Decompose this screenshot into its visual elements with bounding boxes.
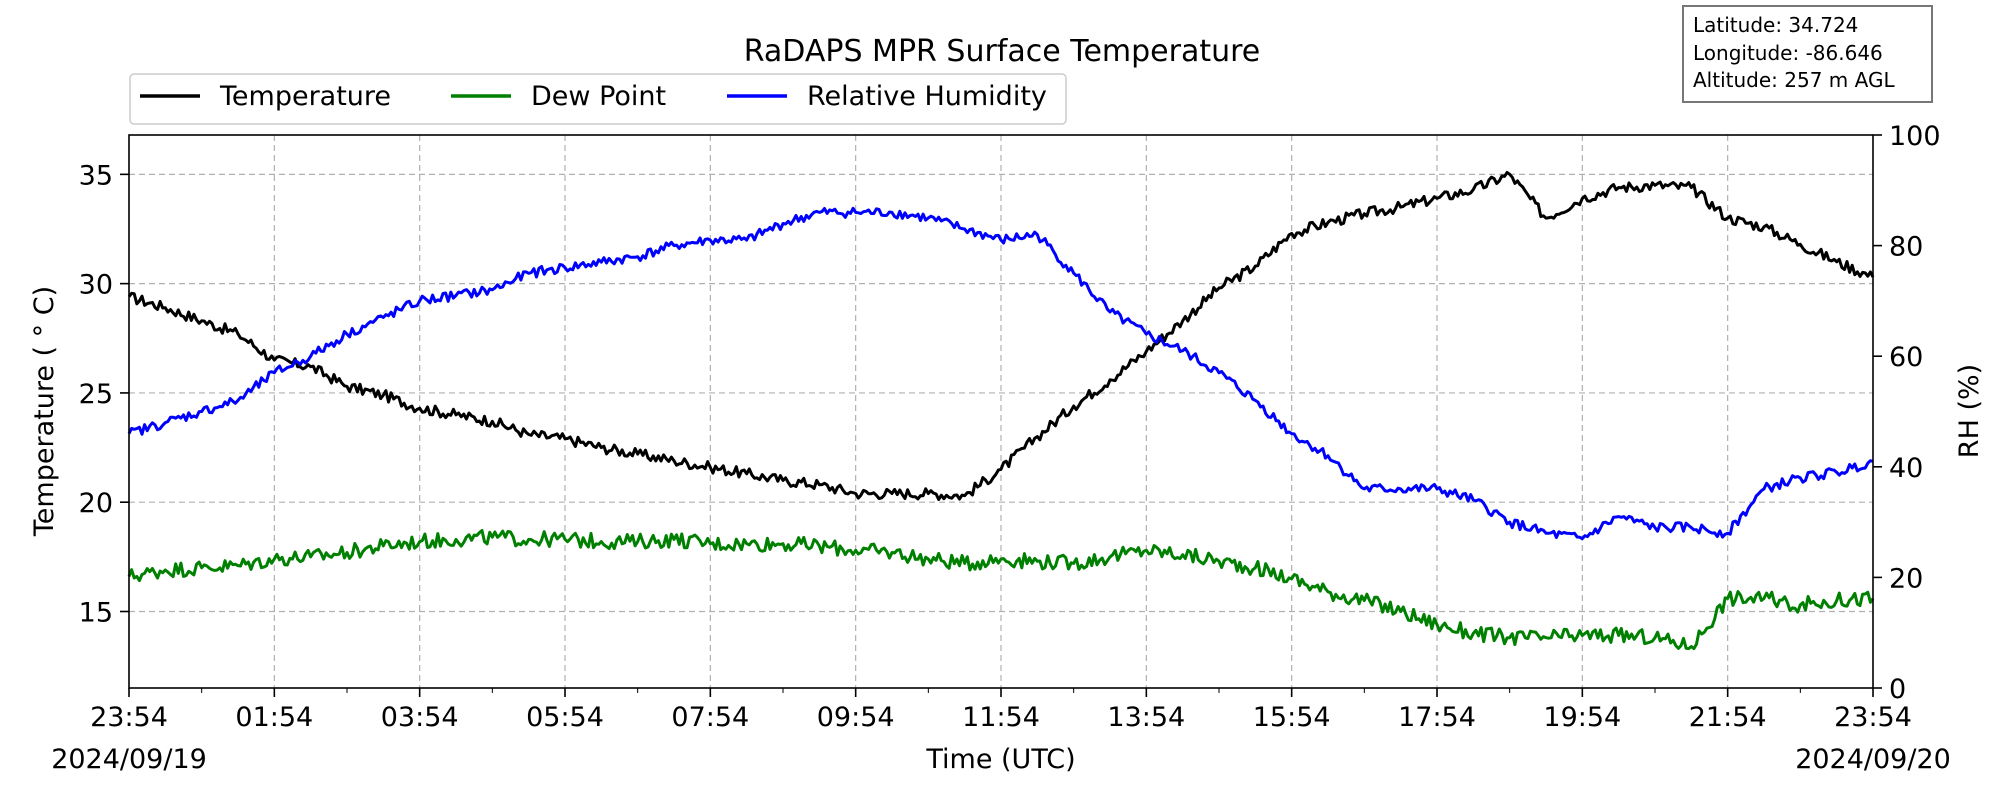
end-date-label: 2024/09/20 bbox=[1795, 744, 1951, 775]
info-latitude: Latitude: 34.724 bbox=[1693, 13, 1858, 37]
x-tick-label: 09:54 bbox=[817, 702, 895, 733]
y-left-tick-label: 20 bbox=[79, 488, 113, 519]
x-tick-label: 23:54 bbox=[90, 702, 168, 733]
y-right-tick-label: 40 bbox=[1889, 453, 1923, 484]
series-line-dew-point bbox=[127, 529, 1875, 651]
start-date-label: 2024/09/19 bbox=[51, 744, 207, 775]
legend-label-relative-humidity: Relative Humidity bbox=[807, 81, 1047, 112]
legend-label-dew-point: Dew Point bbox=[531, 81, 666, 112]
y-right-tick-label: 100 bbox=[1889, 121, 1941, 152]
x-tick-label: 03:54 bbox=[381, 702, 459, 733]
y-left-tick-label: 30 bbox=[79, 270, 113, 301]
chart-title: RaDAPS MPR Surface Temperature bbox=[744, 34, 1261, 69]
info-altitude: Altitude: 257 m AGL bbox=[1693, 68, 1895, 92]
series-line-temperature bbox=[127, 171, 1875, 501]
y-left-tick-label: 15 bbox=[79, 597, 113, 628]
x-tick-label: 15:54 bbox=[1253, 702, 1331, 733]
x-axis: 23:54 01:54 03:54 05:54 07:54 09:54 11:54 13:54… bbox=[90, 688, 1912, 733]
x-tick-label: 21:54 bbox=[1689, 702, 1767, 733]
series-layer bbox=[127, 171, 1875, 651]
info-box-frame bbox=[1682, 5, 1933, 103]
y-right-tick-label: 0 bbox=[1889, 674, 1906, 705]
info-box: Latitude: 34.724 Longitude: -86.646 Alti… bbox=[1682, 5, 1933, 103]
x-axis-label: Time (UTC) bbox=[925, 744, 1075, 775]
y-axis-left-label: Temperature ( ° C) bbox=[29, 286, 60, 537]
y-right-tick-label: 80 bbox=[1889, 232, 1923, 263]
series-line-relative-humidity bbox=[127, 206, 1874, 541]
x-tick-label: 13:54 bbox=[1107, 702, 1185, 733]
x-tick-label: 11:54 bbox=[962, 702, 1040, 733]
x-tick-label: 23:54 bbox=[1834, 702, 1912, 733]
legend-frame bbox=[129, 73, 1067, 125]
y-axis-right-label: RH (%) bbox=[1954, 364, 1985, 458]
legend: Temperature Dew Point Relative Humidity bbox=[129, 73, 1067, 125]
grid bbox=[129, 135, 1873, 688]
y-right-tick-label: 20 bbox=[1889, 563, 1923, 594]
y-right-tick-label: 60 bbox=[1889, 342, 1923, 373]
y-left-tick-label: 35 bbox=[79, 160, 113, 191]
x-tick-label: 07:54 bbox=[671, 702, 749, 733]
info-longitude: Longitude: -86.646 bbox=[1693, 41, 1883, 65]
y-left-tick-label: 25 bbox=[79, 379, 113, 410]
x-tick-label: 17:54 bbox=[1398, 702, 1476, 733]
y-axis-left: 15 20 25 30 35 bbox=[79, 160, 129, 628]
x-tick-label: 19:54 bbox=[1543, 702, 1621, 733]
x-tick-label: 05:54 bbox=[526, 702, 604, 733]
legend-label-temperature: Temperature bbox=[219, 81, 391, 112]
x-tick-label: 01:54 bbox=[235, 702, 313, 733]
y-axis-right: 0 20 40 60 80 100 bbox=[1873, 121, 1941, 705]
